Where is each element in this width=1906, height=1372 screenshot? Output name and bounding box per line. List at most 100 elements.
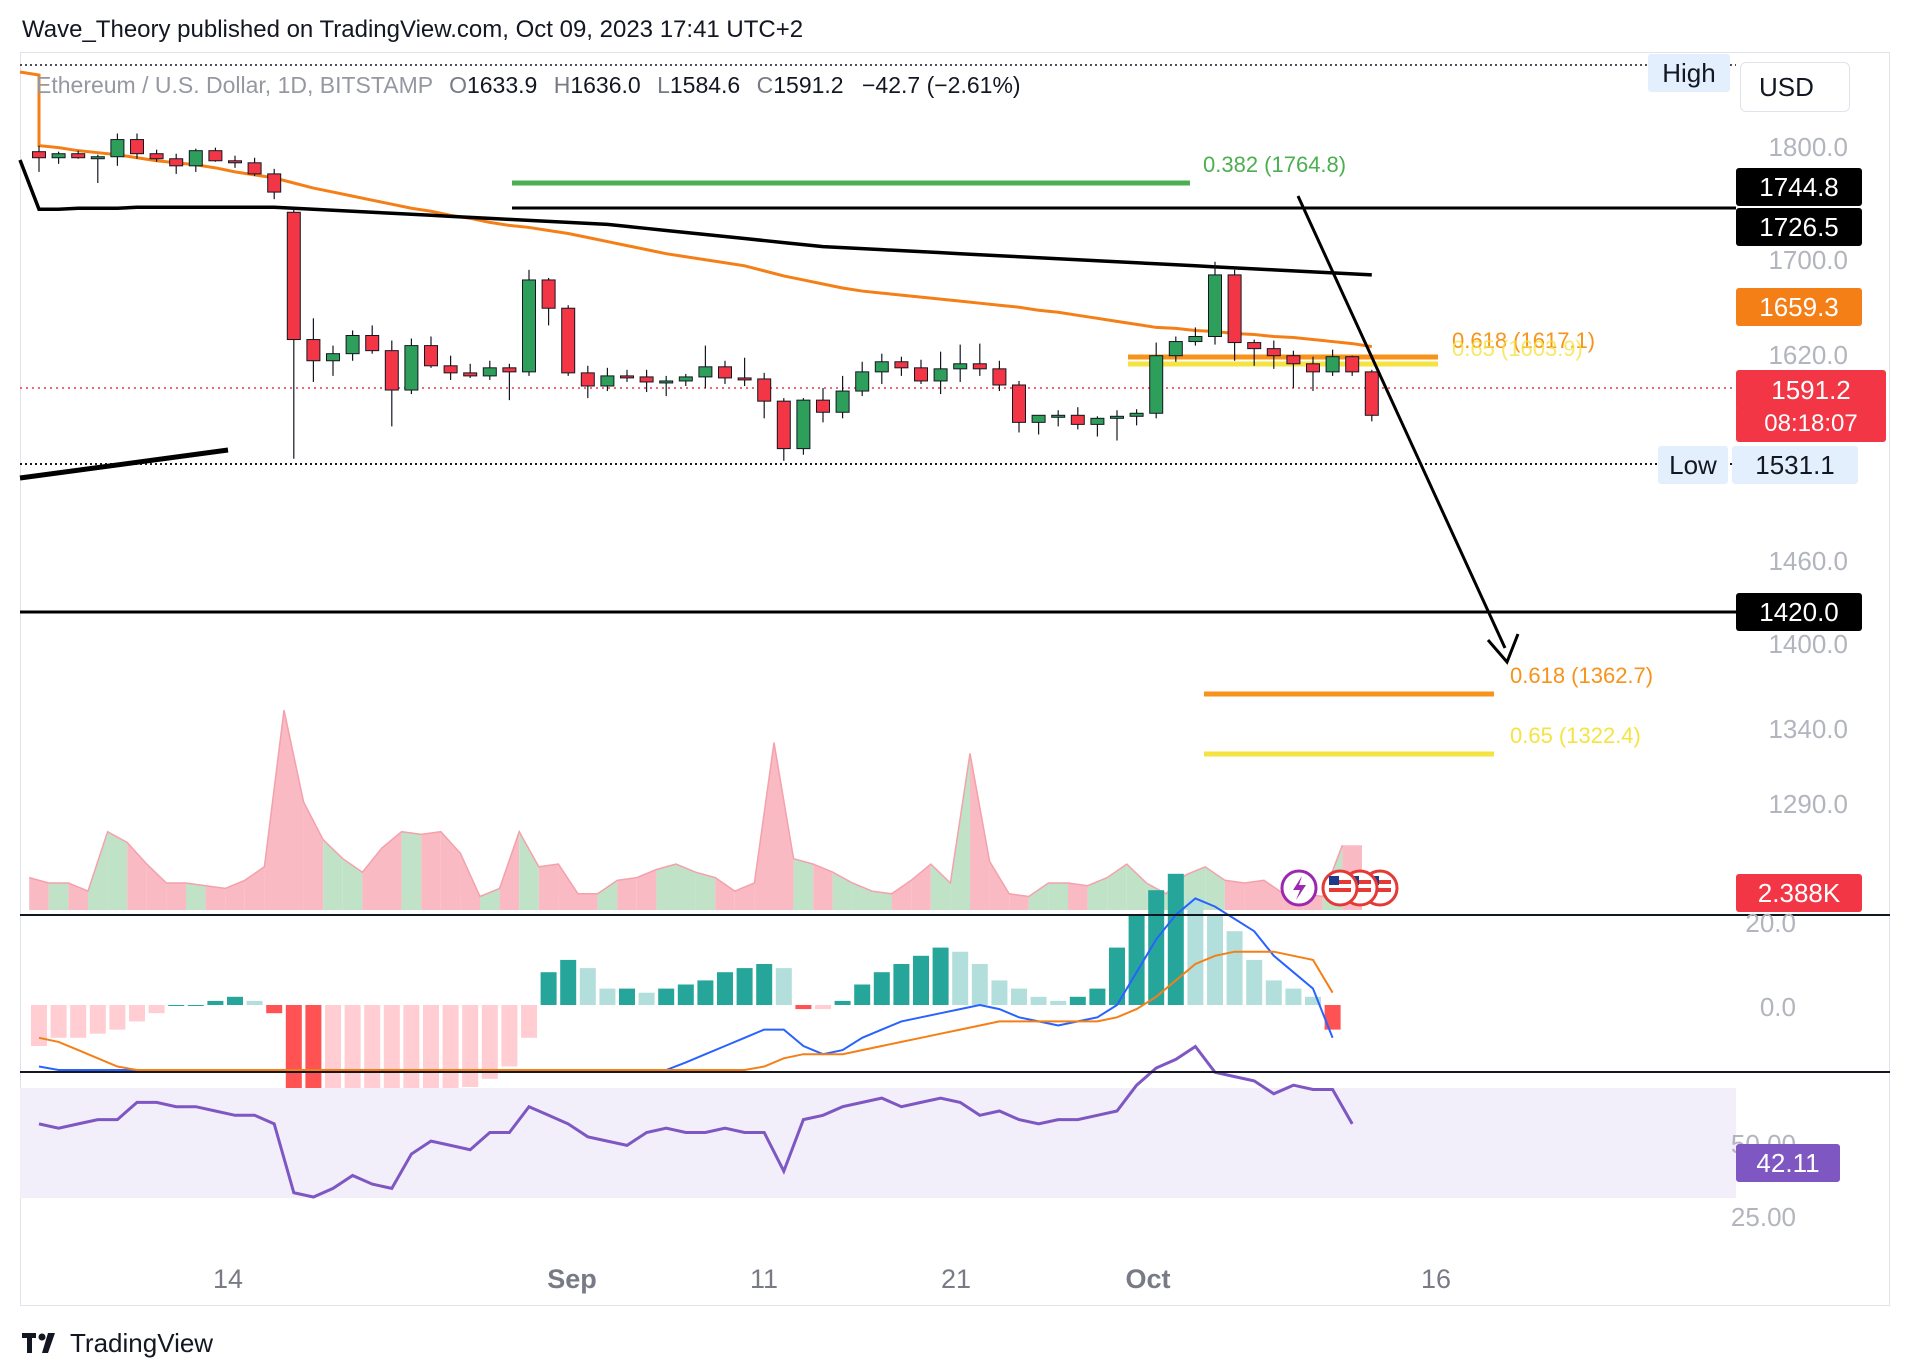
macd-histogram-bar [1089, 988, 1106, 1005]
candle-body [874, 361, 889, 373]
macd-signal-line [38, 950, 1334, 1071]
low-badge: Low [1658, 446, 1728, 484]
macd-histogram-bar [227, 996, 243, 1005]
volume-area-segment [558, 864, 578, 910]
macd-histogram-bar [677, 984, 694, 1005]
candle-body [188, 150, 203, 167]
volume-area-segment [1009, 893, 1029, 910]
macd-axis-tick: 20.0 [1745, 908, 1796, 938]
volume-area-segment [597, 880, 618, 910]
candle-body [32, 151, 46, 159]
candle-body [796, 399, 811, 450]
candle-body [306, 339, 321, 362]
candle-body [757, 378, 772, 402]
volume-area-segment [695, 872, 716, 910]
time-axis-tick: 14 [213, 1264, 243, 1294]
candle-body [365, 335, 380, 352]
low-value-badge: 1531.1 [1732, 446, 1858, 484]
fib-0618-upper-label: 0.618 (1617.1) [1452, 328, 1595, 353]
brand-footer[interactable]: TradingView [22, 1328, 213, 1359]
macd-histogram-bar [187, 1005, 204, 1006]
volume-area-segment [264, 710, 284, 910]
level-1726-badge: 1726.5 [1736, 208, 1862, 246]
volume-area-segment [1264, 880, 1284, 910]
volume-area-segment [793, 858, 814, 910]
forecast-arrow-head-icon [1486, 633, 1520, 665]
volume-area-segment [186, 883, 206, 910]
volume-area-segment [832, 872, 853, 910]
flag-stripe [1369, 888, 1391, 892]
level-1420-badge: 1420.0 [1736, 593, 1862, 631]
macd-histogram-bar [501, 1005, 518, 1067]
flag-stripe [1329, 888, 1351, 892]
volume-area-segment [872, 891, 892, 910]
candle-body [659, 380, 674, 384]
candle-body [404, 345, 419, 391]
macd-histogram-bar [1069, 996, 1086, 1005]
macd-histogram-bar [932, 947, 949, 1005]
candle-body [541, 279, 556, 309]
macd-histogram-bar [1265, 980, 1282, 1005]
macd-histogram-bar [442, 1005, 459, 1096]
high-badge: High [1648, 54, 1730, 92]
volume-area-segment [88, 831, 108, 910]
price-panel: 0.382 (1764.8) 0.618 (1617.1)0.65 (1603.9… [18, 64, 1736, 757]
price-axis-tick: 1340.0 [1768, 714, 1848, 744]
macd-histogram-bar [599, 988, 616, 1005]
level-1744-badge: 1744.8 [1736, 168, 1862, 206]
fib-0382-label: 0.382 (1764.8) [1203, 152, 1346, 177]
countdown-badge: 08:18:07 [1736, 406, 1886, 442]
currency-selector[interactable]: USD [1740, 62, 1850, 112]
candle-body [1325, 356, 1340, 373]
volume-area-segment [382, 831, 402, 910]
volume-area-segment [1244, 880, 1264, 910]
volume-area-segment [1087, 877, 1108, 910]
macd-histogram-bar [619, 988, 635, 1005]
volume-area-segment [538, 864, 559, 910]
volume-area-segment [48, 883, 69, 910]
close-value: 1591.2 [773, 72, 844, 98]
volume-area-segment [166, 883, 186, 910]
volume-area-segment [676, 864, 696, 910]
symbol-name: Ethereum / U.S. Dollar, 1D, BITSTAMP [36, 72, 433, 98]
candle-body [914, 367, 928, 382]
volume-area-segment [754, 742, 774, 910]
volume-area-segment [499, 831, 520, 910]
volume-outline [29, 710, 1344, 898]
candle-body [247, 162, 262, 175]
macd-histogram-bar [736, 968, 753, 1005]
candle-body [933, 368, 948, 382]
macd-histogram-bar [89, 1005, 106, 1034]
macd-histogram-bar [579, 968, 596, 1005]
volume-area-segment [930, 864, 951, 910]
candle-body [992, 368, 1007, 386]
high-value: 1636.0 [570, 72, 641, 98]
candle-body [1306, 363, 1320, 373]
flag-stripe [1349, 888, 1371, 892]
candle-body [1286, 355, 1301, 365]
candle-body [894, 361, 909, 369]
candle-body [443, 365, 458, 374]
volume-area-segment [715, 877, 735, 910]
volume-area-segment [970, 753, 990, 910]
volume-area-segment [1048, 883, 1068, 910]
macd-histogram-bar [481, 1005, 498, 1079]
volume-area-segment [1068, 883, 1088, 910]
macd-histogram-bar [148, 1005, 165, 1014]
candle-body [1070, 414, 1085, 425]
macd-histogram-bar [109, 1005, 126, 1030]
candle-body [482, 367, 497, 377]
volume-area-segment [303, 802, 324, 910]
volume-area-segment [29, 877, 49, 910]
macd-histogram-bar [168, 1005, 185, 1006]
macd-histogram-bar [1109, 947, 1125, 1005]
trendline-segment [19, 447, 229, 481]
time-axis-tick: Oct [1125, 1264, 1170, 1294]
chart-frame [20, 52, 1890, 1306]
flag-stripe [1329, 880, 1351, 884]
macd-histogram-bar [1246, 959, 1263, 1005]
rsi-panel [20, 1044, 1736, 1199]
ema-line [19, 70, 1373, 349]
brand-name: TradingView [70, 1328, 214, 1358]
